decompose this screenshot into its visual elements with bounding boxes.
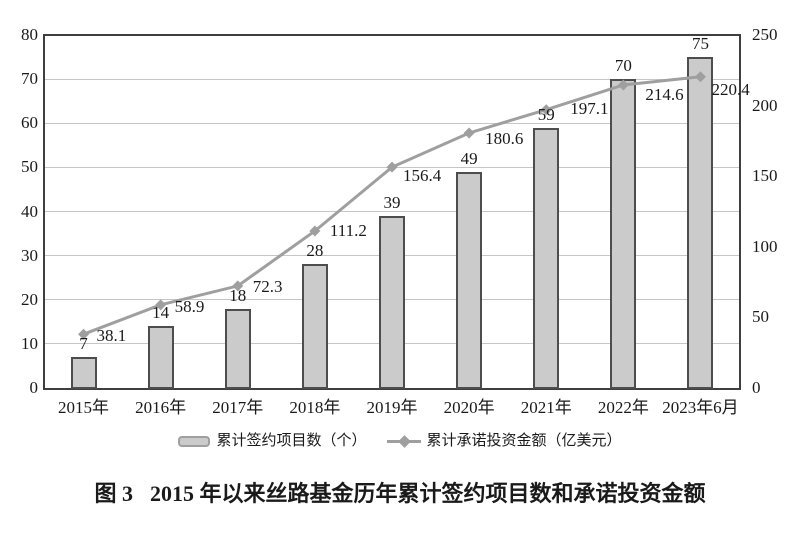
bar-value-label: 7: [79, 334, 88, 354]
left-axis-tick-label: 60: [21, 113, 38, 133]
x-axis-tick-label: 2016年: [135, 398, 187, 417]
left-axis-tick-label: 0: [29, 378, 39, 397]
figure-caption-number: 图 3: [94, 481, 133, 506]
line-value-label: 214.6: [645, 84, 684, 104]
bar-2023年6月: [687, 57, 714, 389]
left-axis-tick-label: 10: [21, 333, 38, 353]
legend: 累计签约项目数（个） 累计承诺投资金额（亿美元）: [0, 432, 800, 450]
x-axis-tick-label: 2018年: [289, 398, 341, 417]
legend-line-label: 累计承诺投资金额（亿美元）: [426, 433, 622, 449]
x-axis-tick-label: 2020年: [443, 398, 495, 417]
right-axis-tick-label: 50: [752, 307, 769, 327]
left-axis-tick-label: 40: [21, 201, 38, 221]
x-axis-tick-label: 2015年: [58, 398, 110, 417]
bar-value-label: 59: [537, 104, 555, 124]
bar-value-label: 39: [383, 192, 401, 212]
plot-area-frame: [43, 34, 741, 390]
left-axis-tick-label: 50: [21, 157, 38, 177]
bar-value-label: 49: [460, 148, 478, 168]
line-value-label: 38.1: [96, 326, 127, 346]
line-value-label: 220.4: [711, 79, 750, 99]
left-axis-tick-label: 30: [21, 245, 38, 265]
bar-series-swatch-icon: [178, 435, 211, 447]
bar-2016年: [147, 326, 174, 389]
legend-bar-label: 累计签约项目数（个）: [216, 433, 367, 449]
x-axis-tick-label: 2022年: [597, 398, 649, 417]
line-value-label: 156.4: [403, 166, 442, 186]
right-axis-tick-label: 0: [752, 378, 761, 397]
right-axis-tick-label: 200: [752, 95, 778, 115]
right-axis-tick-label: 250: [752, 25, 778, 44]
bar-value-label: 75: [691, 34, 709, 54]
x-axis-tick-label: 2021年: [520, 398, 572, 417]
figure-caption: 图 3 2015 年以来丝路基金历年累计签约项目数和承诺投资金额: [0, 476, 800, 508]
left-axis-tick-label: 20: [21, 289, 38, 309]
bar-value-label: 14: [152, 303, 170, 323]
bar-2019年: [379, 215, 405, 389]
bar-2017年: [224, 308, 251, 389]
line-value-label: 180.6: [485, 128, 524, 148]
x-axis-tick-label: 2019年: [366, 398, 418, 417]
left-axis-tick-label: 70: [21, 69, 38, 89]
bar-value-label: 18: [229, 285, 247, 305]
right-axis-tick-label: 150: [752, 166, 778, 186]
line-value-label: 111.2: [329, 220, 367, 240]
figure-caption-title: 2015 年以来丝路基金历年累计签约项目数和承诺投资金额: [150, 481, 706, 506]
x-axis-tick-label: 2023年6月: [662, 398, 739, 417]
bar-2015年: [70, 357, 97, 389]
line-value-label: 58.9: [174, 296, 205, 316]
left-axis-tick-label: 80: [21, 25, 38, 44]
bar-2021年: [533, 127, 560, 389]
bar-value-label: 28: [306, 241, 324, 261]
bar-2018年: [301, 264, 328, 389]
legend-entry-bars: 累计签约项目数（个）: [178, 432, 367, 450]
right-axis-tick-label: 100: [752, 236, 778, 256]
legend-entry-line: 累计承诺投资金额（亿美元）: [386, 432, 622, 450]
bar-2020年: [456, 171, 483, 389]
line-value-label: 72.3: [252, 276, 283, 296]
line-series-swatch-icon: [386, 434, 421, 448]
bar-value-label: 70: [614, 56, 632, 76]
line-value-label: 197.1: [570, 98, 609, 118]
bar-2022年: [610, 79, 637, 389]
x-axis-tick-label: 2017年: [212, 398, 264, 417]
